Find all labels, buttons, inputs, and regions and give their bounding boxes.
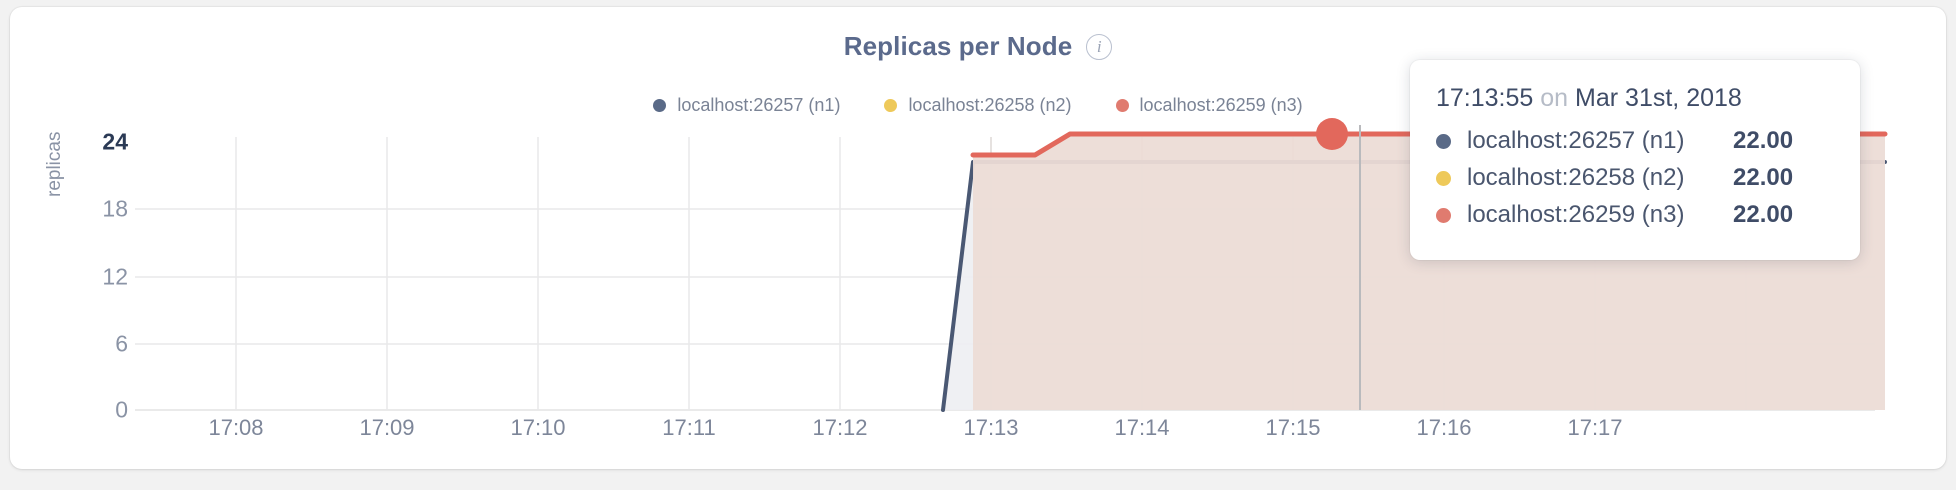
y-axis-ticks: 24 18 12 6 0 [48,7,128,469]
info-icon[interactable]: i [1086,33,1113,60]
tooltip-label-n2: localhost:26258 (n2) [1467,164,1685,191]
y-tick-0: 0 [115,396,128,423]
tooltip-row-n2: localhost:26258 (n2) 22.00 [1436,164,1834,192]
tooltip-value-n3: 22.00 [1733,201,1794,228]
x-tick-1708: 17:08 [208,415,264,440]
x-tick-1716: 17:16 [1416,415,1472,440]
tooltip-time: 17:13:55 [1436,84,1534,112]
x-tick-1717: 17:17 [1567,415,1623,440]
x-tick-1710: 17:10 [510,415,566,440]
x-tick-1715: 17:15 [1265,415,1321,440]
x-tick-1714: 17:14 [1114,415,1170,440]
y-tick-24: 24 [102,128,128,155]
x-tick-1711: 17:11 [662,415,716,440]
legend-label-n1: localhost:26257 (n1) [677,95,841,115]
tooltip-row-n1: localhost:26257 (n1) 22.00 [1436,127,1834,155]
tooltip-date: Mar 31st, 2018 [1575,84,1742,112]
page-title: Replicas per Node [843,31,1073,61]
y-tick-12: 12 [102,263,128,290]
legend-label-n3: localhost:26259 (n3) [1139,95,1303,115]
chart-tooltip: 17:13:55 on Mar 31st, 2018 localhost:262… [1410,60,1860,260]
y-tick-18: 18 [102,195,128,222]
legend-dot-n3 [1115,99,1129,112]
chart-card: Replicas per Node i localhost:26257 (n1)… [10,7,1946,469]
tooltip-header: 17:13:55 on Mar 31st, 2018 [1436,84,1834,113]
x-tick-1712: 17:12 [812,415,868,440]
legend-dot-n1 [653,99,667,112]
tooltip-label-n3: localhost:26259 (n3) [1467,201,1685,228]
tooltip-dot-n2 [1436,170,1451,186]
tooltip-dot-n1 [1436,133,1451,149]
legend-item-n2[interactable]: localhost:26258 (n2) [884,95,1072,116]
x-tick-1709: 17:09 [359,415,415,440]
tooltip-dot-n3 [1436,207,1451,223]
y-tick-6: 6 [115,330,128,357]
x-tick-1713: 17:13 [963,415,1019,440]
tooltip-on-word: on [1540,84,1569,112]
tooltip-label-n1: localhost:26257 (n1) [1467,127,1685,154]
legend-item-n1[interactable]: localhost:26257 (n1) [653,95,840,116]
legend-label-n2: localhost:26258 (n2) [908,95,1072,115]
legend-item-n3[interactable]: localhost:26259 (n3) [1115,95,1303,116]
chart-legend: localhost:26257 (n1) localhost:26258 (n2… [10,95,1946,116]
legend-dot-n2 [884,99,898,112]
tooltip-value-n1: 22.00 [1733,127,1794,154]
chart-header: Replicas per Node i [10,31,1946,62]
hover-marker-dot [1316,118,1348,150]
tooltip-value-n2: 22.00 [1733,164,1794,191]
tooltip-row-n3: localhost:26259 (n3) 22.00 [1436,201,1834,229]
